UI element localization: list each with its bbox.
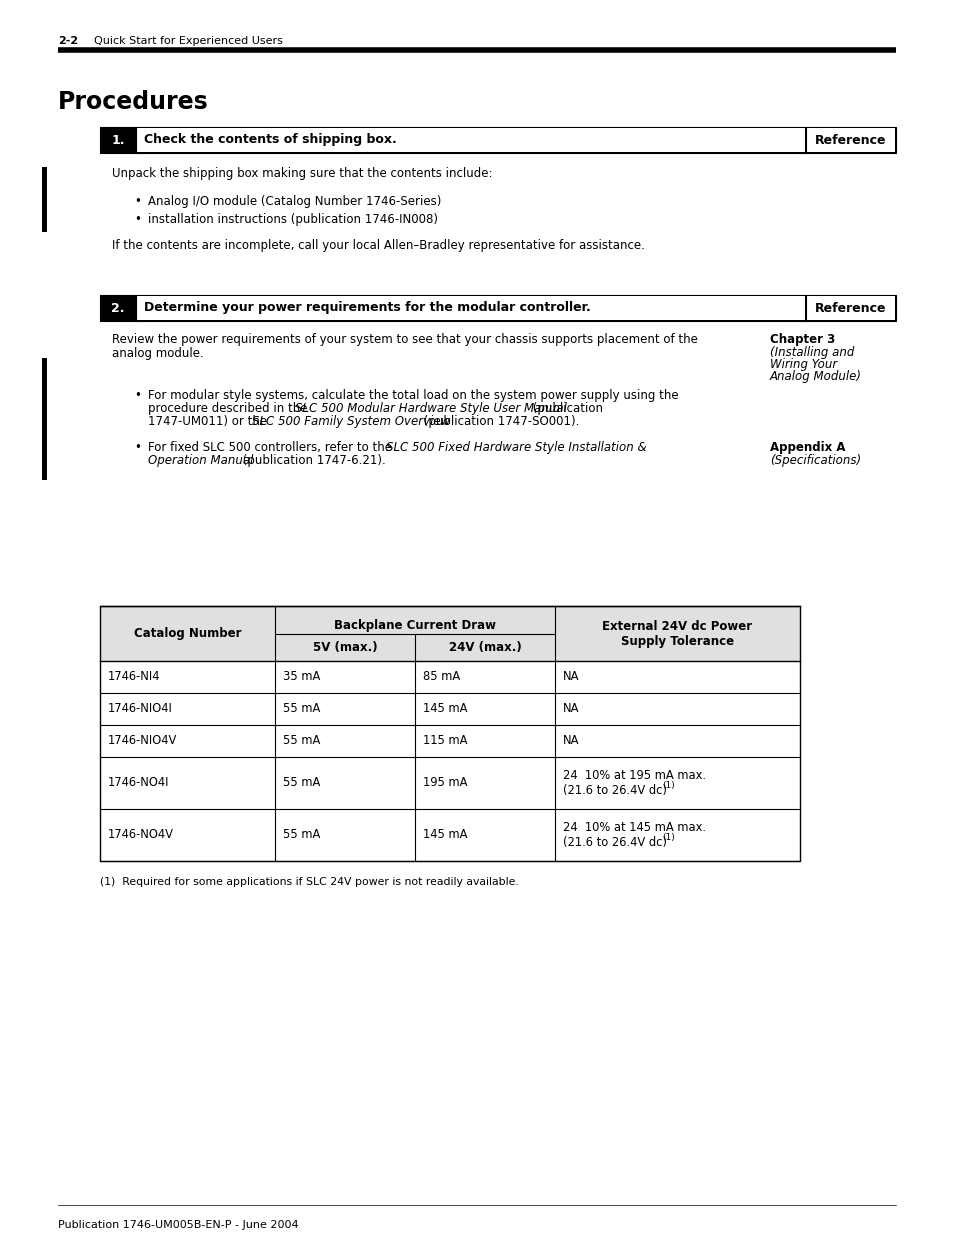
Text: 55 mA: 55 mA (283, 735, 320, 747)
Text: 24  10% at 195 mA max.: 24 10% at 195 mA max. (562, 768, 705, 782)
Text: SLC 500 Fixed Hardware Style Installation &: SLC 500 Fixed Hardware Style Installatio… (386, 441, 646, 454)
Text: Wiring Your: Wiring Your (769, 358, 837, 370)
Bar (100, 127, 895, 153)
Text: (Specifications): (Specifications) (769, 454, 861, 467)
Text: Procedures: Procedures (58, 90, 209, 114)
Text: Chapter 3: Chapter 3 (769, 333, 835, 346)
Text: 55 mA: 55 mA (283, 829, 320, 841)
Text: Operation Manual: Operation Manual (148, 454, 253, 467)
Text: 115 mA: 115 mA (422, 735, 467, 747)
Text: 1746-NI4: 1746-NI4 (108, 671, 160, 683)
Bar (806, 296, 894, 320)
Text: 1.: 1. (112, 133, 125, 147)
Text: Unpack the shipping box making sure that the contents include:: Unpack the shipping box making sure that… (112, 167, 492, 180)
Text: •: • (133, 389, 141, 403)
Text: NA: NA (562, 735, 578, 747)
Text: SLC 500 Modular Hardware Style User Manual: SLC 500 Modular Hardware Style User Manu… (294, 403, 566, 415)
Text: Backplane Current Draw: Backplane Current Draw (334, 620, 496, 632)
Text: 55 mA: 55 mA (283, 777, 320, 789)
Text: 1746-NIO4V: 1746-NIO4V (108, 735, 177, 747)
Text: 2.: 2. (112, 301, 125, 315)
Text: 35 mA: 35 mA (283, 671, 320, 683)
Text: (1): (1) (661, 782, 674, 790)
Bar (100, 606, 800, 861)
Text: 24V (max.): 24V (max.) (448, 641, 521, 655)
Bar (806, 128, 894, 152)
Text: (Installing and: (Installing and (769, 346, 854, 359)
Text: 24  10% at 145 mA max.: 24 10% at 145 mA max. (562, 821, 705, 834)
Text: NA: NA (562, 671, 578, 683)
Text: •: • (133, 195, 141, 207)
Text: •: • (133, 212, 141, 226)
Text: 55 mA: 55 mA (283, 703, 320, 715)
Text: 1746-NO4V: 1746-NO4V (108, 829, 173, 841)
Text: •: • (133, 441, 141, 454)
Text: Analog I/O module (Catalog Number 1746-Series): Analog I/O module (Catalog Number 1746-S… (148, 195, 441, 207)
Text: installation instructions (publication 1746-IN008): installation instructions (publication 1… (148, 212, 437, 226)
Text: Catalog Number: Catalog Number (133, 627, 241, 640)
Text: Analog Module): Analog Module) (769, 370, 862, 383)
Text: (publication 1747-6.21).: (publication 1747-6.21). (239, 454, 385, 467)
Text: Appendix A: Appendix A (769, 441, 844, 454)
Text: 145 mA: 145 mA (422, 829, 467, 841)
Text: Reference: Reference (815, 133, 886, 147)
Bar (137, 296, 804, 320)
Text: Determine your power requirements for the modular controller.: Determine your power requirements for th… (144, 301, 590, 315)
Bar (42, 358, 47, 480)
Text: procedure described in the: procedure described in the (148, 403, 311, 415)
Text: 1747-UM011) or the: 1747-UM011) or the (148, 415, 271, 429)
Text: (1): (1) (661, 834, 674, 842)
Text: 5V (max.): 5V (max.) (313, 641, 377, 655)
Text: (21.6 to 26.4V dc): (21.6 to 26.4V dc) (562, 836, 666, 850)
Text: 145 mA: 145 mA (422, 703, 467, 715)
Bar (100, 295, 895, 321)
Bar (100, 606, 800, 661)
Text: (21.6 to 26.4V dc): (21.6 to 26.4V dc) (562, 784, 666, 798)
Text: (1)  Required for some applications if SLC 24V power is not readily available.: (1) Required for some applications if SL… (100, 877, 518, 887)
Text: For fixed SLC 500 controllers, refer to the: For fixed SLC 500 controllers, refer to … (148, 441, 395, 454)
Text: (publication 1747-SO001).: (publication 1747-SO001). (419, 415, 578, 429)
Text: Quick Start for Experienced Users: Quick Start for Experienced Users (94, 36, 283, 46)
Text: analog module.: analog module. (112, 347, 204, 359)
Text: Supply Tolerance: Supply Tolerance (620, 635, 733, 648)
Text: 1746-NIO4I: 1746-NIO4I (108, 703, 172, 715)
Text: (publication: (publication (529, 403, 602, 415)
Text: 195 mA: 195 mA (422, 777, 467, 789)
Text: NA: NA (562, 703, 578, 715)
Text: 85 mA: 85 mA (422, 671, 459, 683)
Text: Review the power requirements of your system to see that your chassis supports p: Review the power requirements of your sy… (112, 333, 698, 346)
Text: Reference: Reference (815, 301, 886, 315)
Text: External 24V dc Power: External 24V dc Power (601, 620, 752, 634)
Text: 1746-NO4I: 1746-NO4I (108, 777, 170, 789)
Bar (100, 295, 895, 321)
Text: Check the contents of shipping box.: Check the contents of shipping box. (144, 133, 396, 147)
Text: If the contents are incomplete, call your local Allen–Bradley representative for: If the contents are incomplete, call you… (112, 240, 644, 252)
Text: 2-2: 2-2 (58, 36, 78, 46)
Bar (100, 127, 895, 153)
Bar (137, 128, 804, 152)
Text: SLC 500 Family System Overview: SLC 500 Family System Overview (252, 415, 450, 429)
Bar (42, 167, 47, 232)
Text: For modular style systems, calculate the total load on the system power supply u: For modular style systems, calculate the… (148, 389, 678, 403)
Text: Publication 1746-UM005B-EN-P - June 2004: Publication 1746-UM005B-EN-P - June 2004 (58, 1220, 298, 1230)
